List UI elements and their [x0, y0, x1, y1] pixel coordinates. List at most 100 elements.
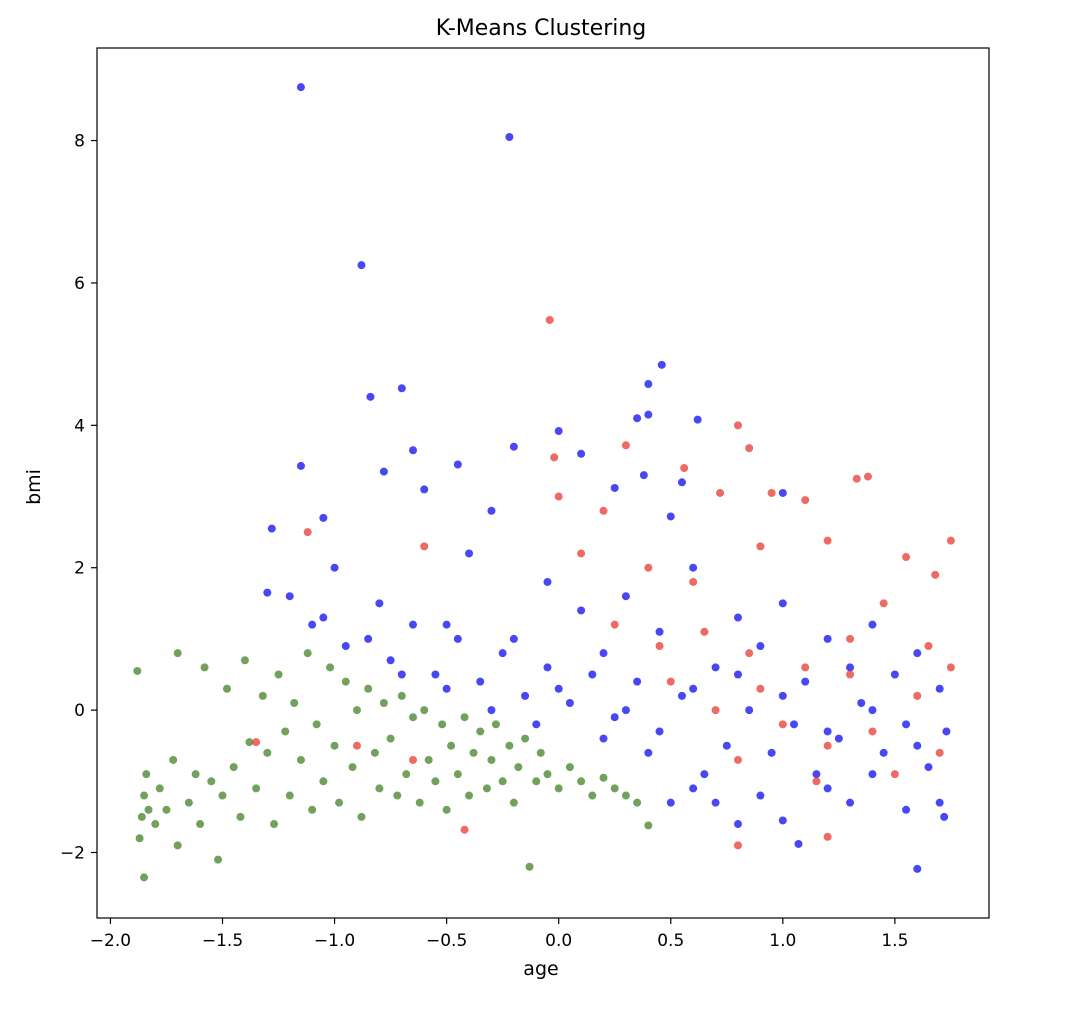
cluster-0-point-85: [633, 798, 642, 807]
cluster-1-point-30: [465, 549, 474, 558]
cluster-1-point-80: [711, 798, 720, 807]
cluster-0-point-65: [476, 727, 485, 736]
cluster-1-point-83: [794, 839, 803, 848]
cluster-1-point-50: [924, 763, 933, 772]
cluster-1-point-21: [319, 513, 328, 522]
cluster-0-point-58: [438, 720, 447, 729]
cluster-0-point-59: [442, 805, 451, 814]
cluster-0-point-22: [236, 812, 245, 821]
cluster-1-point-11: [509, 442, 518, 451]
cluster-1-point-20: [267, 524, 276, 533]
cluster-1-point-34: [599, 649, 608, 658]
cluster-0-point-11: [173, 841, 182, 850]
cluster-0-point-24: [245, 738, 254, 747]
cluster-1-point-84: [846, 798, 855, 807]
cluster-1-point-64: [610, 713, 619, 722]
cluster-1-point-94: [644, 748, 653, 757]
cluster-1-point-90: [868, 770, 877, 779]
cluster-0-point-35: [308, 805, 317, 814]
cluster-0-point-67: [487, 755, 496, 764]
cluster-2-point-18: [756, 542, 765, 551]
cluster-0-point-61: [453, 770, 462, 779]
cluster-1-point-78: [666, 798, 675, 807]
cluster-1-point-53: [857, 698, 866, 707]
x-tick-label: 1.5: [881, 931, 908, 951]
cluster-1-point-0: [296, 83, 305, 92]
cluster-1-point-37: [689, 563, 698, 572]
cluster-1-point-58: [745, 706, 754, 715]
cluster-1-point-25: [778, 488, 787, 497]
cluster-1-point-62: [655, 727, 664, 736]
cluster-1-point-33: [577, 606, 586, 615]
points-layer: [133, 83, 955, 882]
cluster-0-point-3: [135, 834, 144, 843]
cluster-2-point-0: [545, 315, 554, 324]
cluster-0-point-18: [214, 855, 223, 864]
plot-frame: [96, 47, 990, 919]
cluster-1-point-86: [913, 864, 922, 873]
cluster-1-point-23: [487, 506, 496, 515]
cluster-1-point-55: [812, 770, 821, 779]
cluster-1-point-5: [366, 392, 375, 401]
cluster-1-point-85: [902, 805, 911, 814]
cluster-0-point-37: [319, 777, 328, 786]
y-axis: −2 0 2 4 6 8: [60, 132, 97, 864]
x-axis-label: age: [523, 958, 558, 980]
cluster-1-point-15: [453, 460, 462, 469]
cluster-1-point-17: [666, 512, 675, 521]
cluster-1-point-91: [935, 798, 944, 807]
cluster-1-point-8: [633, 414, 642, 423]
cluster-1-point-31: [509, 634, 518, 643]
x-tick-label: −1.0: [314, 931, 355, 951]
cluster-2-point-46: [610, 620, 619, 629]
cluster-1-point-44: [846, 663, 855, 672]
cluster-1-point-100: [913, 741, 922, 750]
cluster-0-point-34: [303, 649, 312, 658]
cluster-1-point-107: [308, 620, 317, 629]
cluster-0-point-19: [218, 791, 227, 800]
cluster-1-point-9: [693, 415, 702, 424]
cluster-0-point-33: [296, 755, 305, 764]
cluster-0-point-86: [644, 821, 653, 830]
cluster-0-point-76: [536, 748, 545, 757]
cluster-0-point-57: [431, 777, 440, 786]
cluster-1-point-101: [554, 684, 563, 693]
cluster-0-point-8: [155, 784, 164, 793]
cluster-2-point-1: [733, 421, 742, 430]
cluster-0-point-4: [144, 805, 153, 814]
cluster-2-point-9: [716, 488, 725, 497]
cluster-0-point-31: [285, 791, 294, 800]
cluster-1-point-89: [823, 784, 832, 793]
cluster-2-point-23: [879, 599, 888, 608]
cluster-0-point-56: [424, 755, 433, 764]
cluster-0-point-42: [348, 763, 357, 772]
cluster-0-point-53: [409, 713, 418, 722]
cluster-0-point-17: [207, 777, 216, 786]
cluster-2-point-41: [252, 738, 261, 747]
cluster-2-point-19: [823, 536, 832, 545]
cluster-1-point-103: [487, 706, 496, 715]
cluster-1-point-72: [431, 670, 440, 679]
cluster-1-point-88: [756, 791, 765, 800]
cluster-2-point-4: [680, 464, 689, 473]
cluster-1-point-13: [296, 461, 305, 470]
cluster-2-point-44: [946, 663, 955, 672]
cluster-2-point-22: [931, 570, 940, 579]
cluster-1-point-4: [397, 384, 406, 393]
cluster-0-point-64: [469, 748, 478, 757]
cluster-2-point-3: [745, 444, 754, 453]
cluster-1-point-48: [935, 684, 944, 693]
cluster-0-point-78: [554, 784, 563, 793]
cluster-1-point-59: [722, 741, 731, 750]
cluster-2-point-12: [554, 492, 563, 501]
cluster-1-point-35: [621, 592, 630, 601]
cluster-0-point-20: [222, 684, 231, 693]
cluster-0-point-25: [252, 784, 261, 793]
cluster-0-point-43: [352, 706, 361, 715]
cluster-2-point-27: [711, 706, 720, 715]
x-tick-label: −0.5: [426, 931, 467, 951]
cluster-2-point-38: [733, 841, 742, 850]
cluster-1-point-60: [700, 770, 709, 779]
cluster-0-point-41: [341, 677, 350, 686]
cluster-0-point-39: [330, 741, 339, 750]
